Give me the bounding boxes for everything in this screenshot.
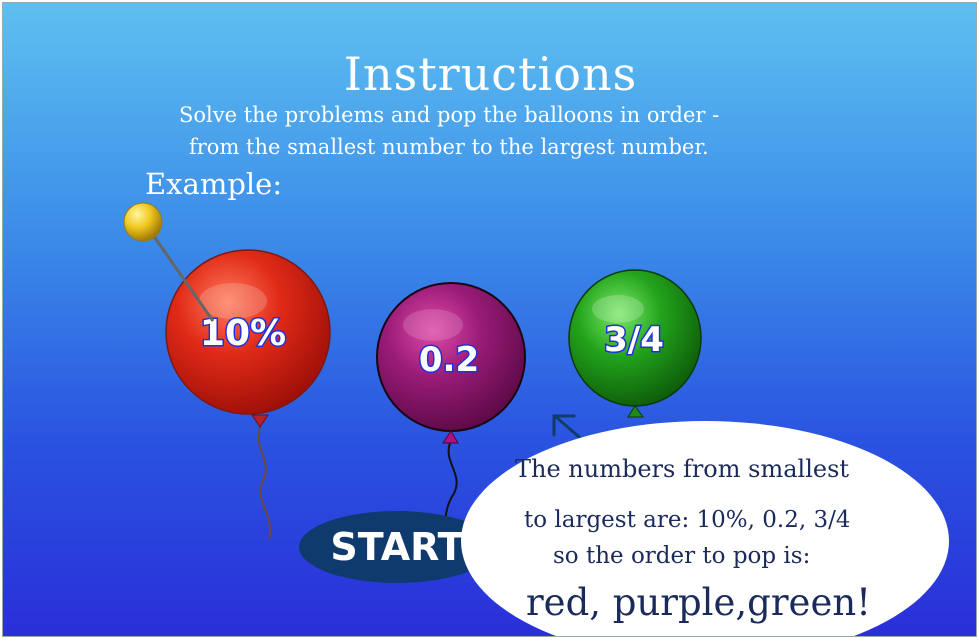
instruction-line-2: from the smallest number to the largest … (189, 135, 709, 159)
explanation-line-1: The numbers from smallest (515, 455, 850, 483)
explanation-line-3: so the order to pop is: (553, 543, 811, 569)
purple-balloon[interactable]: 0.2 (376, 282, 526, 444)
red-balloon-string (257, 426, 272, 540)
instructions-title: Instructions (343, 47, 638, 101)
balloon-scene: 10% 0.2 3/4 (123, 202, 702, 540)
explanation-line-2: to largest are: 10%, 0.2, 3/4 (524, 507, 851, 533)
example-label: Example: (145, 167, 283, 201)
push-pin-icon (123, 202, 215, 322)
purple-balloon-label: 0.2 (419, 340, 479, 380)
green-balloon-label: 3/4 (604, 320, 664, 360)
red-balloon-label: 10% (200, 313, 286, 354)
red-balloon[interactable]: 10% (165, 249, 331, 428)
explanation-bubble (461, 421, 949, 636)
instruction-line-1: Solve the problems and pop the balloons … (179, 103, 720, 127)
explanation-answer: red, purple,green! (526, 581, 872, 624)
green-balloon[interactable]: 3/4 (568, 269, 702, 418)
